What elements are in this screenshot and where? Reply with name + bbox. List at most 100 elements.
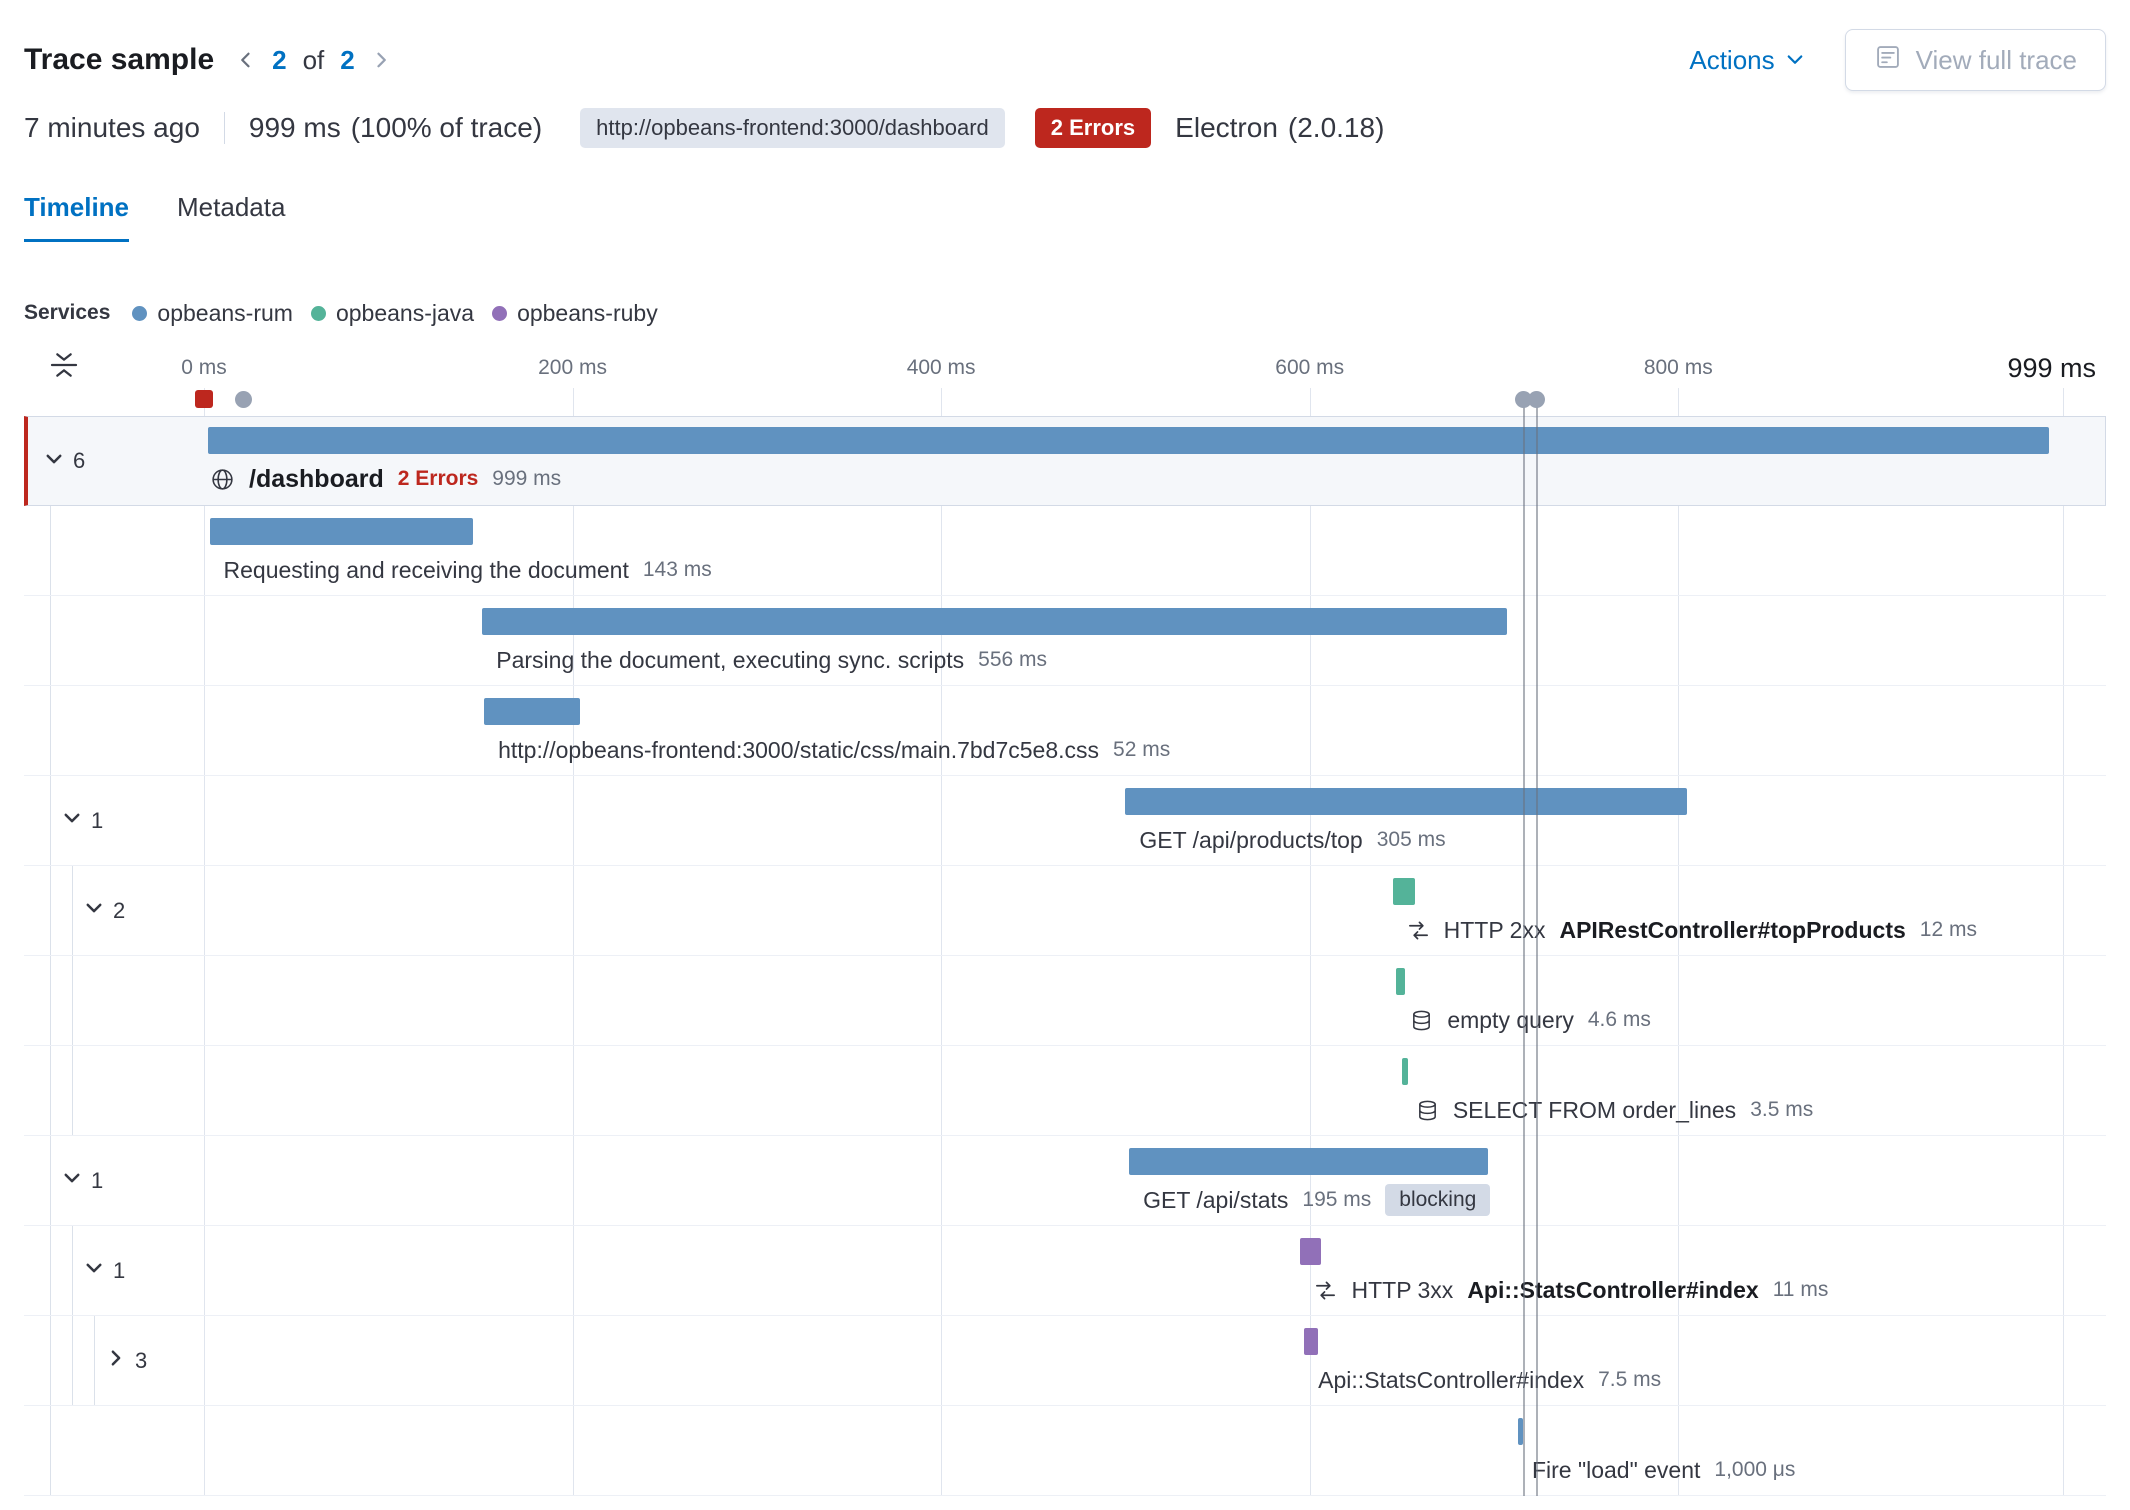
- service-color-dot: [310, 305, 326, 321]
- total-duration-label: 999 ms: [2007, 353, 2096, 383]
- axis-tick-label: 400 ms: [906, 356, 976, 379]
- span-label: empty query 4.6 ms: [1410, 1004, 1651, 1036]
- waterfall-chart: 999 ms 0 ms 200 ms 400 ms 600 ms 800 ms 6/da…: [24, 342, 2106, 1496]
- accordion-toggle[interactable]: 1: [62, 1168, 103, 1194]
- legend-title: Services: [24, 301, 111, 324]
- accordion-toggle[interactable]: 1: [62, 808, 103, 834]
- span-name: Parsing the document, executing sync. sc…: [496, 646, 965, 673]
- axis-tick-label: 600 ms: [1275, 356, 1345, 379]
- span-name: GET /api/products/top: [1139, 826, 1363, 853]
- axis-tick-label: 200 ms: [538, 356, 607, 379]
- span-duration: 3.5 ms: [1750, 1098, 1814, 1121]
- waterfall-row[interactable]: SELECT FROM order_lines 3.5 ms: [24, 1046, 2106, 1136]
- span-duration: 4.6 ms: [1587, 1008, 1651, 1031]
- span-bar[interactable]: [1396, 968, 1405, 995]
- accordion-toggle[interactable]: 1: [84, 1258, 125, 1284]
- axis-gridline: [1309, 388, 1311, 1496]
- waterfall-row[interactable]: Parsing the document, executing sync. sc…: [24, 596, 2106, 686]
- span-name: GET /api/stats: [1143, 1186, 1289, 1213]
- waterfall-row[interactable]: Requesting and receiving the document 143…: [24, 506, 2106, 596]
- span-label-prefix: HTTP 2xx: [1443, 916, 1546, 943]
- span-bar[interactable]: [1300, 1238, 1321, 1265]
- indent-guide: [72, 866, 73, 955]
- span-duration: 305 ms: [1376, 828, 1446, 851]
- span-bar[interactable]: [1125, 788, 1688, 815]
- span-duration: 556 ms: [978, 648, 1048, 671]
- span-name: Api::StatsController#index: [1467, 1276, 1759, 1303]
- span-duration: 7.5 ms: [1598, 1368, 1662, 1391]
- time-axis: 999 ms 0 ms 200 ms 400 ms 600 ms 800 ms: [24, 342, 2106, 386]
- axis-gridline: [1678, 388, 1680, 1496]
- span-bar[interactable]: [1401, 1058, 1409, 1085]
- timestamp: 7 minutes ago: [24, 112, 200, 143]
- services-legend: Services opbeans-rum opbeans-java opbeans-…: [24, 298, 2106, 328]
- span-bar[interactable]: [482, 608, 1507, 635]
- chevron-right-icon: [106, 1348, 126, 1373]
- span-bar[interactable]: [484, 698, 580, 725]
- waterfall-row[interactable]: empty query 4.6 ms: [24, 956, 2106, 1046]
- span-name: /dashboard: [249, 464, 384, 493]
- span-label: GET /api/products/top 305 ms: [1139, 824, 1445, 856]
- indent-guide: [50, 596, 51, 685]
- actions-menu-button[interactable]: Actions: [1689, 45, 1804, 76]
- span-bar[interactable]: [1304, 1328, 1318, 1355]
- child-count: 1: [91, 1167, 104, 1193]
- span-name: http://opbeans-frontend:3000/static/css/…: [498, 736, 1100, 763]
- span-bar[interactable]: [1129, 1148, 1489, 1175]
- chevron-down-icon: [1785, 45, 1805, 76]
- waterfall-row[interactable]: 1 GET /api/stats 195 ms blocking: [24, 1136, 2106, 1226]
- accordion-toggle[interactable]: 3: [106, 1348, 147, 1374]
- next-trace-button[interactable]: [371, 50, 391, 70]
- waterfall-row[interactable]: 1 HTTP 3xx Api::StatsController#index 11 ms: [24, 1226, 2106, 1316]
- errors-count-badge[interactable]: 2 Errors: [1034, 108, 1152, 148]
- tab-metadata[interactable]: Metadata: [177, 192, 286, 222]
- accordion-toggle[interactable]: 2: [84, 898, 125, 924]
- axis-gridline: [204, 388, 205, 1496]
- legend-item-opbeans-java: opbeans-java: [310, 299, 475, 327]
- service-color-dot: [132, 305, 148, 321]
- waterfall-row[interactable]: 1 GET /api/products/top 305 ms: [24, 776, 2106, 866]
- error-marker: [195, 390, 213, 408]
- span-label: SELECT FROM order_lines 3.5 ms: [1416, 1094, 1813, 1126]
- span-label: HTTP 2xx APIRestController#topProducts 12 …: [1407, 914, 1977, 946]
- span-name: APIRestController#topProducts: [1559, 916, 1906, 943]
- trace-duration: 999 ms (100% of trace): [249, 112, 542, 144]
- axis-tick-label: 0 ms: [181, 356, 227, 379]
- span-label: HTTP 3xx Api::StatsController#index 11 ms: [1314, 1274, 1828, 1306]
- accordion-toggle[interactable]: 6: [44, 448, 85, 474]
- actions-label: Actions: [1689, 44, 1775, 75]
- chevron-down-icon: [44, 449, 64, 474]
- indent-guide: [50, 776, 51, 865]
- span-label: http://opbeans-frontend:3000/static/css/…: [498, 734, 1170, 766]
- span-duration: 143 ms: [642, 558, 712, 581]
- collapse-all-icon[interactable]: [48, 349, 80, 386]
- view-full-trace-button[interactable]: View full trace: [1844, 29, 2106, 91]
- span-name: SELECT FROM order_lines: [1452, 1096, 1737, 1123]
- row-errors-label: 2 Errors: [397, 467, 479, 490]
- waterfall-row[interactable]: 3 Api::StatsController#index 7.5 ms: [24, 1316, 2106, 1406]
- waterfall-row[interactable]: http://opbeans-frontend:3000/static/css/…: [24, 686, 2106, 776]
- span-bar[interactable]: [208, 427, 2049, 454]
- span-label: Requesting and receiving the document 143…: [224, 554, 712, 586]
- service-color-dot: [492, 305, 508, 321]
- indent-guide: [50, 1226, 51, 1315]
- agent-mark-dot: [1528, 391, 1546, 408]
- prev-trace-button[interactable]: [236, 50, 256, 70]
- tab-timeline[interactable]: Timeline: [24, 192, 130, 242]
- waterfall-row[interactable]: Fire "load" event 1,000 μs: [24, 1406, 2106, 1496]
- waterfall-row[interactable]: 2 HTTP 2xx APIRestController#topProducts 12…: [24, 866, 2106, 956]
- waterfall-row[interactable]: 6/dashboard 2 Errors 999 ms: [24, 416, 2106, 506]
- transaction-url-badge: http://opbeans-frontend:3000/dashboard: [580, 108, 1005, 148]
- span-bar[interactable]: [1517, 1418, 1523, 1445]
- legend-item-label: opbeans-java: [335, 299, 475, 326]
- span-bar[interactable]: [1392, 878, 1415, 905]
- span-name: empty query: [1447, 1006, 1574, 1033]
- legend-item-opbeans-ruby: opbeans-ruby: [492, 300, 658, 327]
- span-label-prefix: HTTP 3xx: [1351, 1276, 1454, 1303]
- current-trace-number[interactable]: 2: [272, 44, 287, 75]
- span-bar[interactable]: [209, 518, 474, 545]
- database-icon: [1410, 1009, 1433, 1032]
- total-trace-number[interactable]: 2: [340, 44, 355, 75]
- database-icon: [1416, 1099, 1439, 1122]
- indent-guide: [50, 866, 51, 955]
